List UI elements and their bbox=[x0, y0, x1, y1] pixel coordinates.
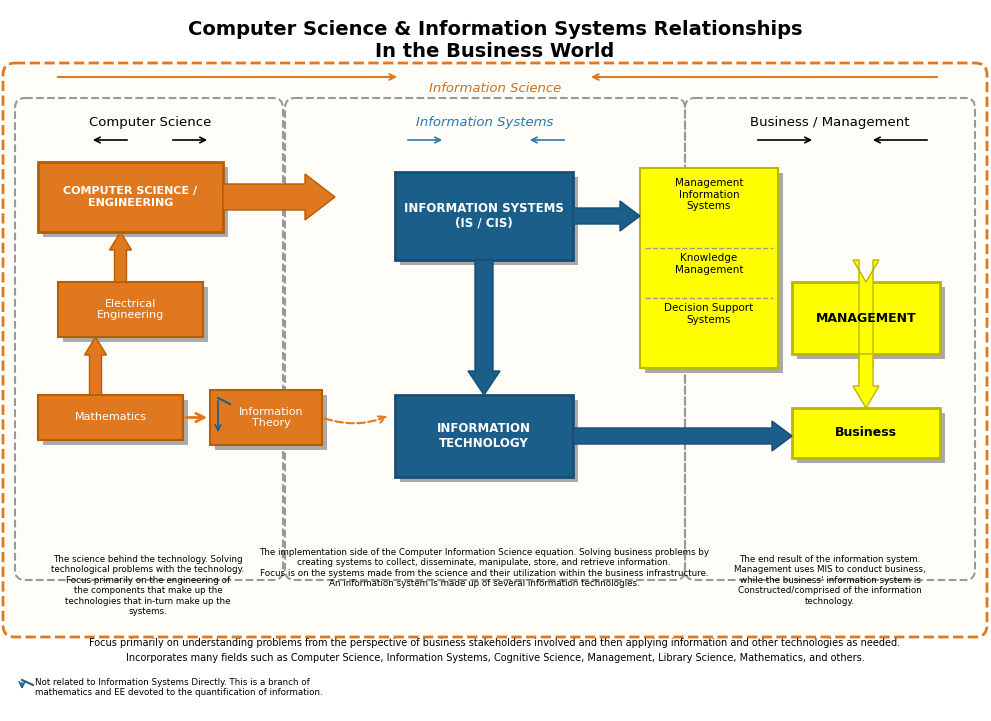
Polygon shape bbox=[109, 232, 132, 282]
FancyBboxPatch shape bbox=[3, 63, 987, 637]
FancyBboxPatch shape bbox=[797, 287, 945, 359]
Text: Decision Support
Systems: Decision Support Systems bbox=[664, 303, 753, 324]
Text: Incorporates many fields such as Computer Science, Information Systems, Cognitiv: Incorporates many fields such as Compute… bbox=[126, 653, 864, 663]
Text: Computer Science & Information Systems Relationships: Computer Science & Information Systems R… bbox=[187, 20, 803, 39]
Polygon shape bbox=[853, 260, 879, 368]
Text: Information Systems: Information Systems bbox=[416, 116, 554, 129]
Text: The science behind the technology. Solving
technological problems with the techn: The science behind the technology. Solvi… bbox=[52, 555, 245, 616]
FancyBboxPatch shape bbox=[400, 177, 578, 265]
Text: COMPUTER SCIENCE /
ENGINEERING: COMPUTER SCIENCE / ENGINEERING bbox=[63, 186, 197, 208]
Text: Information
Theory: Information Theory bbox=[239, 407, 303, 428]
FancyBboxPatch shape bbox=[215, 395, 327, 450]
Text: The end result of the information system.
Management uses MIS to conduct busines: The end result of the information system… bbox=[734, 555, 926, 606]
Text: Electrical
Engineering: Electrical Engineering bbox=[97, 298, 165, 320]
Polygon shape bbox=[853, 354, 879, 408]
Text: Mathematics: Mathematics bbox=[74, 412, 147, 423]
Text: INFORMATION SYSTEMS
(IS / CIS): INFORMATION SYSTEMS (IS / CIS) bbox=[404, 202, 564, 230]
FancyBboxPatch shape bbox=[63, 287, 208, 342]
Text: In the Business World: In the Business World bbox=[376, 42, 614, 61]
Polygon shape bbox=[573, 201, 640, 231]
FancyBboxPatch shape bbox=[395, 172, 573, 260]
FancyBboxPatch shape bbox=[58, 282, 203, 337]
FancyBboxPatch shape bbox=[38, 395, 183, 440]
FancyBboxPatch shape bbox=[38, 162, 223, 232]
FancyBboxPatch shape bbox=[645, 173, 783, 373]
Text: Information Science: Information Science bbox=[429, 82, 561, 95]
Polygon shape bbox=[468, 260, 500, 395]
Text: The implementation side of the Computer Information Science equation. Solving bu: The implementation side of the Computer … bbox=[259, 548, 709, 588]
FancyBboxPatch shape bbox=[792, 282, 940, 354]
Text: MANAGEMENT: MANAGEMENT bbox=[816, 311, 917, 324]
FancyBboxPatch shape bbox=[43, 400, 188, 445]
Text: Computer Science: Computer Science bbox=[89, 116, 211, 129]
Polygon shape bbox=[223, 174, 335, 220]
FancyBboxPatch shape bbox=[395, 395, 573, 477]
Text: Business / Management: Business / Management bbox=[750, 116, 910, 129]
Polygon shape bbox=[84, 337, 106, 395]
Text: Management
Information
Systems: Management Information Systems bbox=[675, 178, 743, 211]
Text: Not related to Information Systems Directly. This is a branch of
mathematics and: Not related to Information Systems Direc… bbox=[35, 678, 323, 697]
FancyBboxPatch shape bbox=[43, 167, 228, 237]
Text: INFORMATION
TECHNOLOGY: INFORMATION TECHNOLOGY bbox=[437, 422, 531, 450]
FancyBboxPatch shape bbox=[640, 168, 778, 368]
Polygon shape bbox=[573, 421, 792, 451]
FancyBboxPatch shape bbox=[210, 390, 322, 445]
FancyBboxPatch shape bbox=[792, 408, 940, 458]
Text: Focus primarily on understanding problems from the perspective of business stake: Focus primarily on understanding problem… bbox=[89, 638, 901, 648]
Text: Business: Business bbox=[835, 427, 897, 440]
Text: Knowledge
Management: Knowledge Management bbox=[675, 253, 743, 275]
FancyBboxPatch shape bbox=[797, 413, 945, 463]
FancyBboxPatch shape bbox=[400, 400, 578, 482]
